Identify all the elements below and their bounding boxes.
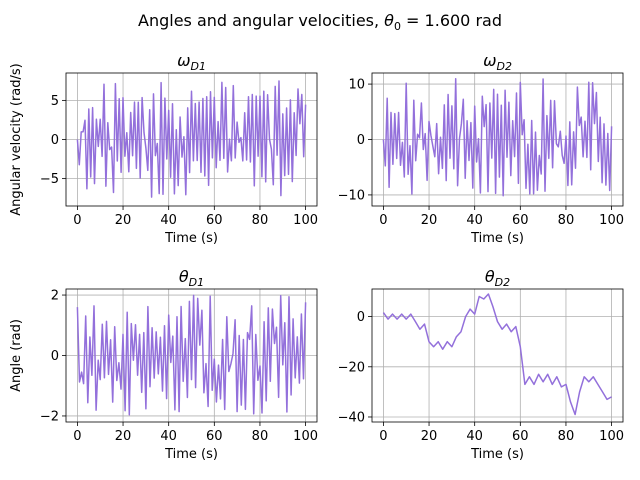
x-tick-label: 40	[466, 429, 483, 444]
x-tick-label: 60	[206, 213, 223, 228]
series-line-0	[76, 294, 307, 416]
x-tick-label: 0	[379, 429, 387, 444]
subplot-title: θD2	[485, 267, 510, 289]
axes-frame	[371, 288, 624, 423]
x-tick-label: 100	[599, 429, 624, 444]
x-tick-label: 0	[73, 429, 81, 444]
series-line-0	[76, 80, 307, 198]
x-tick-label: 0	[73, 213, 81, 228]
y-tick-label: −10	[338, 188, 365, 203]
omega-d1-plot: 0 20 40 60 80 100 −5 0 5 Time (s) Angular velocity…	[9, 51, 318, 246]
subplot-title: ωD1	[177, 51, 206, 73]
x-tick-label: 20	[421, 429, 438, 444]
x-tick-label: 20	[115, 429, 132, 444]
theta-d2-plot: 0 20 40 60 80 100 −40 −20 0 Time (s) θD2	[338, 267, 624, 462]
x-tick-label: 80	[558, 213, 575, 228]
y-tick-label: −20	[338, 360, 365, 375]
x-tick-label: 60	[206, 429, 223, 444]
x-axis-label: Time (s)	[164, 447, 218, 462]
x-tick-label: 20	[115, 213, 132, 228]
x-tick-label: 0	[379, 213, 387, 228]
y-tick-label: 10	[348, 78, 365, 93]
x-tick-label: 60	[512, 429, 529, 444]
x-tick-label: 20	[421, 213, 438, 228]
y-tick-label: 0	[51, 133, 59, 148]
x-tick-label: 100	[293, 213, 318, 228]
x-tick-label: 40	[160, 213, 177, 228]
x-tick-label: 40	[160, 429, 177, 444]
y-tick-label: 0	[51, 349, 59, 364]
subplot-title: ωD2	[483, 51, 512, 73]
y-tick-label: 2	[51, 289, 59, 304]
x-axis-label: Time (s)	[470, 447, 524, 462]
y-axis-label: Angular velocity (rad/s)	[9, 63, 24, 215]
x-tick-label: 100	[599, 213, 624, 228]
y-tick-label: 0	[357, 310, 365, 325]
x-tick-label: 80	[558, 429, 575, 444]
x-axis-label: Time (s)	[470, 231, 524, 246]
x-tick-label: 100	[293, 429, 318, 444]
x-tick-label: 60	[512, 213, 529, 228]
series-line-0	[382, 77, 613, 197]
series-line-0	[382, 293, 612, 416]
y-tick-label: −5	[40, 172, 59, 187]
y-tick-label: 0	[357, 133, 365, 148]
x-tick-label: 80	[252, 213, 269, 228]
x-tick-label: 40	[466, 213, 483, 228]
subplot-title: θD1	[179, 267, 204, 289]
y-axis-label: Angle (rad)	[9, 319, 24, 392]
figure-suptitle: Angles and angular velocities, θ0 = 1.60…	[138, 11, 502, 33]
x-tick-label: 80	[252, 429, 269, 444]
theta-d1-plot: 0 20 40 60 80 100 −2 0 2 Time (s) Angle (rad) θD1	[9, 267, 318, 462]
x-axis-label: Time (s)	[164, 231, 218, 246]
omega-d2-plot: 0 20 40 60 80 100 −10 0 10 Time (s) ωD2	[338, 51, 624, 246]
y-tick-label: −2	[40, 409, 59, 424]
y-tick-label: 5	[51, 94, 59, 109]
y-tick-label: −40	[338, 410, 365, 425]
